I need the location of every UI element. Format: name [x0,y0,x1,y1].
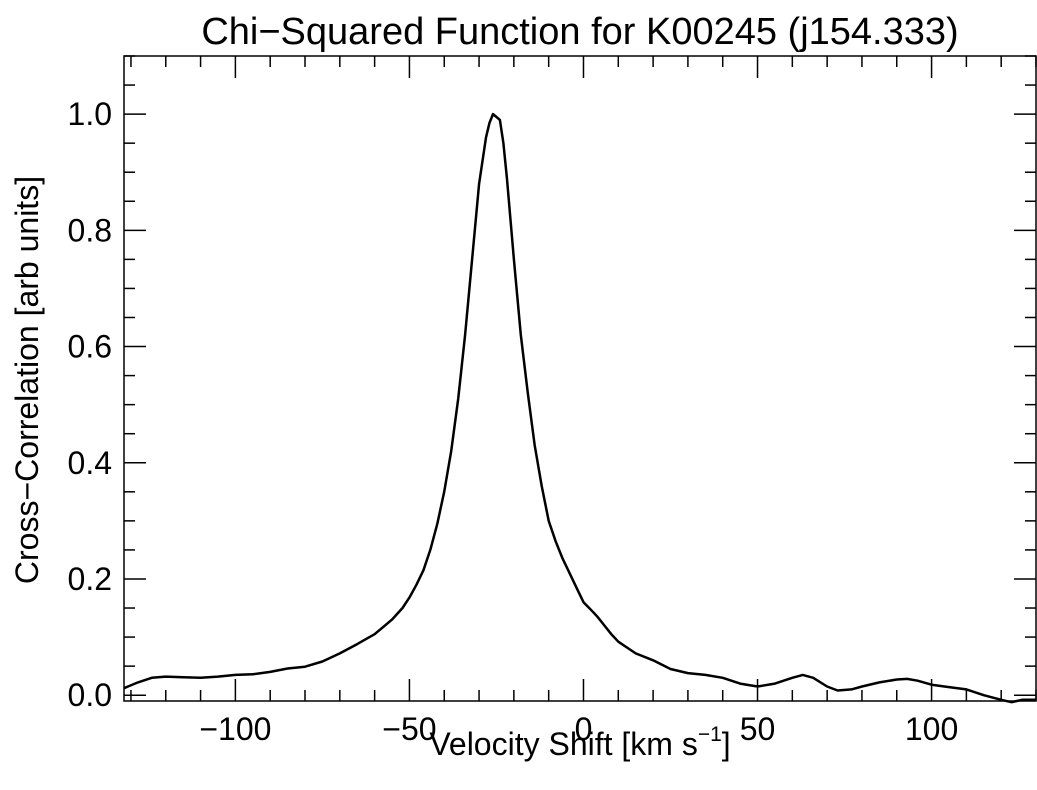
x-axis-label-suffix: ] [722,726,731,762]
plot-frame [123,55,1037,702]
chart-title: Chi−Squared Function for K00245 (j154.33… [201,11,958,53]
y-tick-label: 0.6 [68,329,112,365]
x-tick-label: 0 [575,711,593,747]
y-axis-label: Cross−Correlation [arb units] [9,176,45,584]
x-tick-labels: −100 −50 0 50 100 [199,711,958,747]
x-tick-label: −50 [382,711,436,747]
y-tick-label: 0.4 [68,445,112,481]
y-tick-label: 0.8 [68,212,112,248]
x-axis-label: Velocity Shift [km s−1] [429,723,730,762]
x-tick-label: 100 [905,711,958,747]
x-tick-label: −100 [199,711,271,747]
series-line [123,112,1036,704]
x-axis-label-superscript: −1 [698,723,722,746]
y-tick-label: 0.2 [68,561,112,597]
y-tick-label: 1.0 [68,96,112,132]
x-axis-label-text: Velocity Shift [km s [429,726,698,762]
x-tick-label: 50 [740,711,776,747]
y-tick-label: 0.0 [68,677,112,713]
y-tick-labels: 0.0 0.2 0.4 0.6 0.8 1.0 [68,96,112,713]
axis-ticks [124,55,1037,701]
